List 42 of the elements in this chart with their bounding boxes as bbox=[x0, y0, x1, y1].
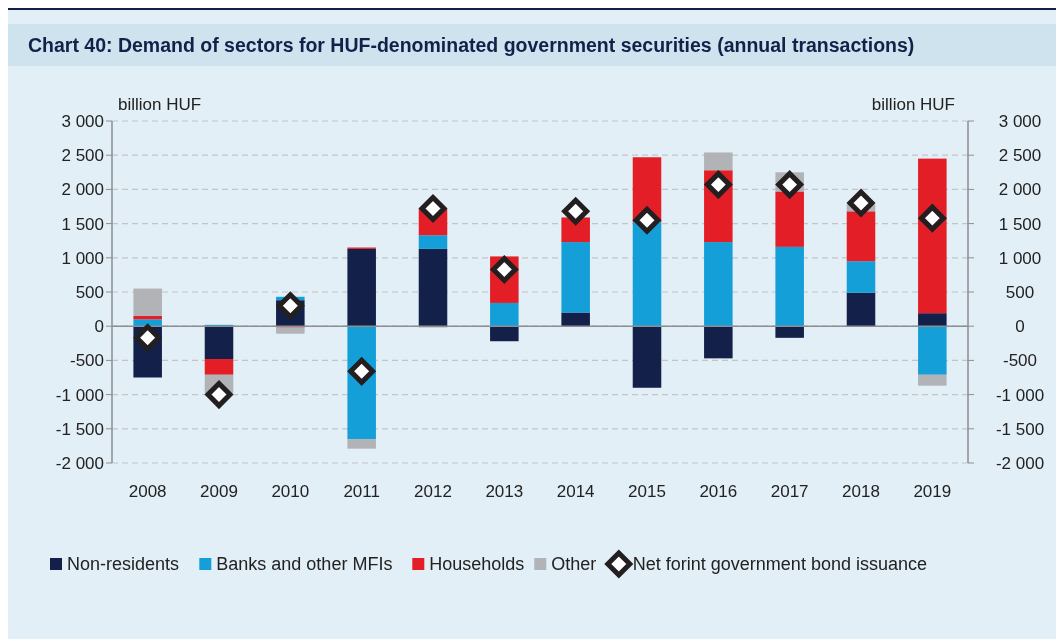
chart-title: Chart 40: Demand of sectors for HUF-denominated government securities (annual transactions) bbox=[28, 34, 915, 56]
y-tick-label: -500 bbox=[69, 351, 104, 371]
y2-tick-label: 2 000 bbox=[998, 180, 1042, 200]
x-tick-label: 2012 bbox=[414, 482, 452, 501]
y-tick-label: 2 000 bbox=[61, 180, 104, 200]
y-tick-label: 1 500 bbox=[61, 214, 104, 234]
legend-label: Other bbox=[551, 554, 597, 574]
y2-tick-label: -500 bbox=[1002, 351, 1038, 371]
y2-tick-label: 3 000 bbox=[998, 111, 1042, 131]
x-tick-label: 2010 bbox=[271, 482, 310, 501]
y-tick-label: 2 500 bbox=[61, 146, 104, 166]
y2-axis-title: billion HUF bbox=[871, 95, 955, 114]
y-tick-label: -2 000 bbox=[55, 453, 104, 473]
x-tick-label: 2015 bbox=[628, 482, 666, 501]
y-axis-title: billion HUF bbox=[118, 95, 202, 114]
y2-tick-label: 2 500 bbox=[998, 146, 1042, 166]
x-tick-label: 2009 bbox=[200, 482, 238, 501]
y-tick-label: 500 bbox=[75, 282, 104, 302]
y-tick-label: 3 000 bbox=[61, 111, 104, 131]
x-tick-label: 2008 bbox=[128, 482, 167, 501]
y2-tick-label: 0 bbox=[1015, 317, 1025, 337]
legend-label: Non-residents bbox=[67, 554, 180, 574]
y2-tick-label: 500 bbox=[1005, 282, 1035, 302]
y-tick-label: 1 000 bbox=[61, 248, 104, 268]
y2-tick-label: -1 500 bbox=[995, 419, 1045, 439]
y2-tick-label: 1 500 bbox=[998, 214, 1042, 234]
x-tick-label: 2016 bbox=[699, 482, 738, 501]
legend-label: Net forint government bond issuance bbox=[632, 554, 927, 574]
x-tick-label: 2014 bbox=[556, 482, 595, 501]
x-tick-label: 2011 bbox=[343, 482, 380, 501]
y2-tick-label: -2 000 bbox=[995, 453, 1045, 473]
x-tick-label: 2017 bbox=[770, 482, 809, 501]
y-tick-label: -1 500 bbox=[55, 419, 104, 439]
x-tick-label: 2013 bbox=[485, 482, 524, 501]
x-tick-label: 2018 bbox=[842, 482, 880, 501]
legend-label: Banks and other MFIs bbox=[216, 554, 393, 574]
y-tick-label: 0 bbox=[94, 317, 104, 337]
y2-tick-label: 1 000 bbox=[998, 248, 1042, 268]
y2-tick-label: -1 000 bbox=[995, 385, 1045, 405]
y-tick-label: -1 000 bbox=[55, 385, 104, 405]
x-tick-label: 2019 bbox=[913, 482, 952, 501]
legend-label: Households bbox=[429, 554, 525, 574]
